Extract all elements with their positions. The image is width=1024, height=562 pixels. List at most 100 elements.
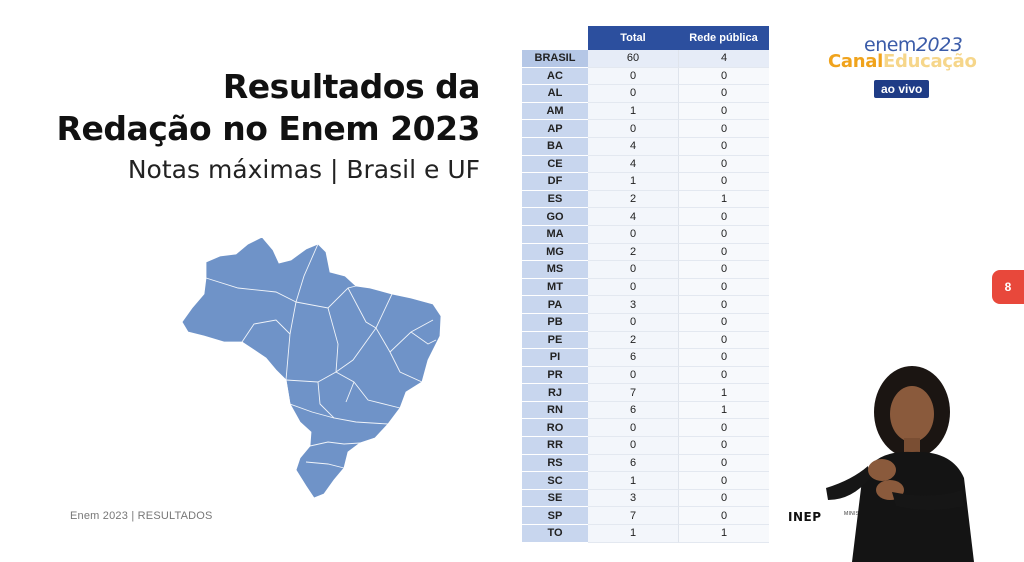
cell-uf: AL — [522, 85, 588, 103]
slide-title-line1: Resultados da — [222, 67, 481, 106]
cell-rede-publica: 0 — [678, 331, 769, 350]
slide-title-block: Resultados da Redação no Enem 2023 Notas… — [57, 66, 481, 188]
table-row: RJ 7 1 — [522, 384, 769, 402]
table-row: BA 4 0 — [522, 137, 769, 156]
cell-rede-publica: 0 — [678, 437, 769, 455]
cell-uf: MS — [522, 261, 588, 279]
brazil-map — [181, 236, 442, 499]
table-row: BRASIL 60 4 — [522, 50, 769, 68]
cell-rede-publica: 0 — [678, 243, 769, 262]
cell-rede-publica: 0 — [678, 313, 769, 332]
cell-rede-publica: 0 — [678, 208, 769, 226]
cell-rede-publica: 0 — [678, 349, 769, 367]
cell-uf: RN — [522, 401, 588, 420]
cell-total: 0 — [588, 313, 678, 332]
table-row: CE 4 0 — [522, 155, 769, 174]
header-blank — [522, 26, 588, 50]
cell-total: 0 — [588, 120, 678, 138]
cell-total: 6 — [588, 349, 678, 367]
cell-uf: PI — [522, 349, 588, 367]
cell-total: 0 — [588, 225, 678, 244]
table-row: AP 0 0 — [522, 120, 769, 138]
cell-total: 3 — [588, 296, 678, 314]
cell-rede-publica: 0 — [678, 225, 769, 244]
slide-subtitle: Notas máximas | Brasil e UF — [127, 155, 480, 184]
cell-uf: MA — [522, 225, 588, 244]
cell-rede-publica: 0 — [678, 102, 769, 121]
page-number-badge[interactable]: 8 — [992, 270, 1024, 304]
cell-rede-publica: 4 — [678, 50, 769, 68]
cell-total: 1 — [588, 525, 678, 543]
cell-rede-publica: 0 — [678, 173, 769, 191]
table-row: PA 3 0 — [522, 296, 769, 314]
cell-uf: AC — [522, 67, 588, 86]
cell-uf: AM — [522, 102, 588, 121]
cell-rede-publica: 1 — [678, 401, 769, 420]
cell-total: 1 — [588, 472, 678, 490]
table-row: PB 0 0 — [522, 313, 769, 332]
table-row: MT 0 0 — [522, 278, 769, 297]
table-row: PR 0 0 — [522, 366, 769, 385]
cell-total: 60 — [588, 50, 678, 68]
cell-rede-publica: 0 — [678, 472, 769, 490]
header-total: Total — [588, 26, 678, 50]
logo-canal-educacao: CanalEducação — [828, 51, 977, 72]
cell-rede-publica: 1 — [678, 525, 769, 543]
cell-total: 3 — [588, 489, 678, 508]
cell-uf: RO — [522, 419, 588, 438]
table-row: MA 0 0 — [522, 225, 769, 244]
cell-uf: RJ — [522, 384, 588, 402]
cell-total: 2 — [588, 190, 678, 209]
cell-uf: CE — [522, 155, 588, 174]
cell-rede-publica: 1 — [678, 190, 769, 209]
table-row: MG 2 0 — [522, 243, 769, 262]
table-row: PE 2 0 — [522, 331, 769, 350]
table-row: TO 1 1 — [522, 525, 769, 543]
cell-total: 1 — [588, 173, 678, 191]
table-row: AM 1 0 — [522, 102, 769, 121]
cell-total: 7 — [588, 507, 678, 526]
table-row: ES 2 1 — [522, 190, 769, 209]
cell-total: 2 — [588, 243, 678, 262]
table-row: SE 3 0 — [522, 489, 769, 508]
table-row: SP 7 0 — [522, 507, 769, 526]
cell-rede-publica: 0 — [678, 67, 769, 86]
cell-total: 6 — [588, 454, 678, 473]
cell-uf: TO — [522, 525, 588, 543]
cell-rede-publica: 0 — [678, 261, 769, 279]
cell-uf: PB — [522, 313, 588, 332]
table-row: AC 0 0 — [522, 67, 769, 86]
cell-total: 7 — [588, 384, 678, 402]
cell-total: 0 — [588, 85, 678, 103]
live-badge: ao vivo — [874, 80, 930, 98]
cell-rede-publica: 0 — [678, 366, 769, 385]
cell-uf: MT — [522, 278, 588, 297]
cell-uf: ES — [522, 190, 588, 209]
canal-educacao-logo: enem2023 CanalEducação ao vivo — [828, 34, 978, 102]
table-row: RO 0 0 — [522, 419, 769, 438]
table-row: DF 1 0 — [522, 173, 769, 191]
cell-total: 4 — [588, 208, 678, 226]
cell-uf: SC — [522, 472, 588, 490]
cell-rede-publica: 0 — [678, 489, 769, 508]
cell-uf: PR — [522, 366, 588, 385]
cell-total: 0 — [588, 366, 678, 385]
header-rede-publica: Rede pública — [678, 26, 769, 50]
sign-language-interpreter — [826, 366, 974, 562]
cell-rede-publica: 0 — [678, 507, 769, 526]
cell-uf: PA — [522, 296, 588, 314]
cell-total: 0 — [588, 437, 678, 455]
cell-rede-publica: 0 — [678, 278, 769, 297]
table-row: SC 1 0 — [522, 472, 769, 490]
cell-total: 4 — [588, 155, 678, 174]
cell-total: 0 — [588, 67, 678, 86]
table-row: PI 6 0 — [522, 349, 769, 367]
cell-rede-publica: 1 — [678, 384, 769, 402]
cell-total: 4 — [588, 137, 678, 156]
table-row: GO 4 0 — [522, 208, 769, 226]
table-row: RN 6 1 — [522, 401, 769, 420]
table-row: MS 0 0 — [522, 261, 769, 279]
cell-total: 0 — [588, 278, 678, 297]
cell-uf: BRASIL — [522, 50, 588, 68]
cell-rede-publica: 0 — [678, 454, 769, 473]
